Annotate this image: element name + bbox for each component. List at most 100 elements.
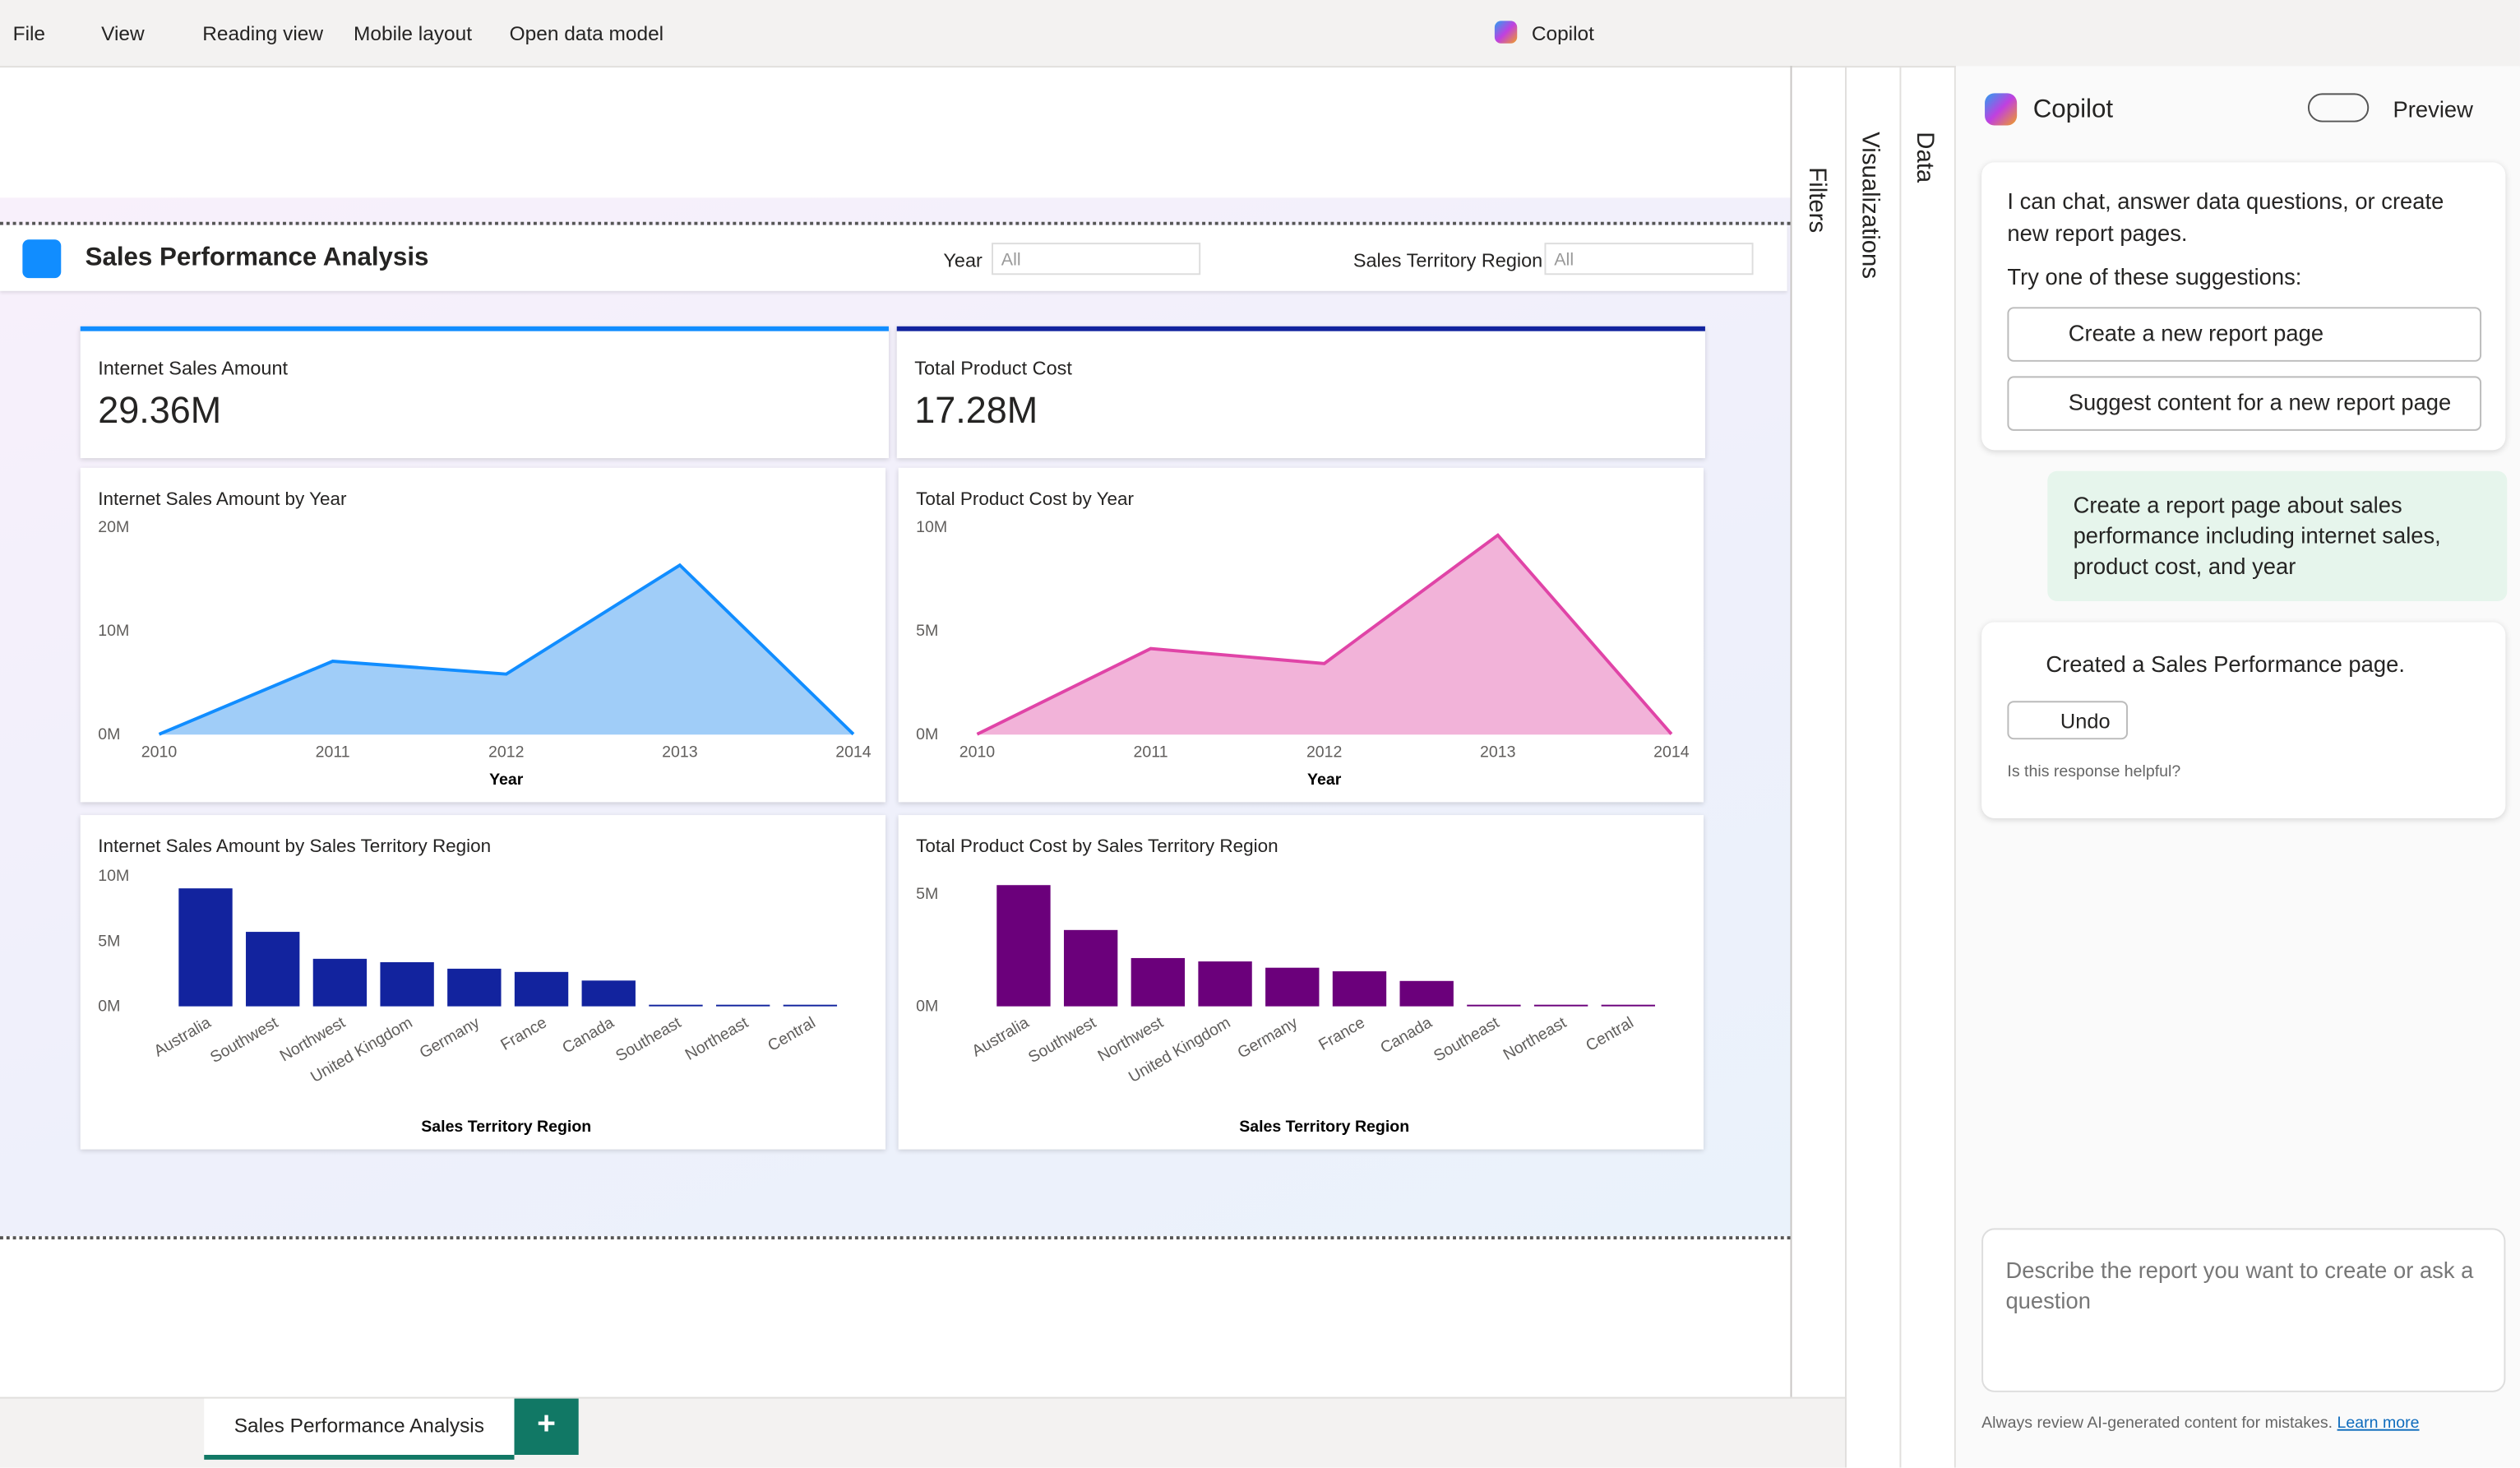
- filter-label: Year: [943, 248, 983, 272]
- y-tick-label: 10M: [98, 867, 129, 885]
- x-tick-label: 2014: [1653, 743, 1690, 762]
- x-tick-label: Germany: [417, 1013, 483, 1062]
- bar: [1533, 1004, 1588, 1007]
- suggestion-button[interactable]: Suggest content for a new report page: [2007, 376, 2482, 431]
- y-tick-label: 10M: [98, 622, 129, 640]
- menu-reading[interactable]: Reading view: [202, 22, 323, 45]
- learn-more-link[interactable]: Learn more: [2337, 1415, 2420, 1433]
- bar: [649, 1004, 703, 1007]
- bar: [1131, 957, 1186, 1007]
- undo-button[interactable]: Undo: [2007, 701, 2129, 740]
- x-tick-label: 2014: [835, 743, 872, 762]
- bar: [312, 958, 368, 1007]
- copilot-button[interactable]: Copilot: [1531, 22, 1594, 45]
- bar: [715, 1004, 770, 1007]
- y-tick-label: 0M: [98, 998, 120, 1016]
- x-tick-label: 2012: [1306, 743, 1342, 762]
- x-tick-label: Germany: [1235, 1013, 1302, 1062]
- x-tick-label: Southwest: [1025, 1013, 1099, 1067]
- x-tick-label: Southeast: [613, 1013, 685, 1065]
- page-tab[interactable]: Sales Performance Analysis: [204, 1398, 515, 1460]
- chat-input[interactable]: Describe the report you want to create o…: [1981, 1228, 2506, 1392]
- menu-file[interactable]: File: [12, 22, 46, 45]
- x-axis-title: Year: [489, 771, 524, 789]
- y-tick-label: 20M: [98, 518, 129, 536]
- x-tick-label: 2010: [959, 743, 996, 762]
- x-tick-label: 2011: [1134, 743, 1168, 762]
- x-tick-label: Canada: [1377, 1013, 1435, 1057]
- x-tick-label: 2010: [141, 743, 178, 762]
- x-tick-label: France: [1315, 1013, 1368, 1054]
- x-tick-label: 2011: [316, 743, 350, 762]
- add-page-button[interactable]: +: [514, 1398, 579, 1456]
- suggestion-heading: Try one of these suggestions:: [2007, 263, 2302, 289]
- area-line: [976, 533, 1673, 736]
- area-fill: [159, 565, 853, 735]
- y-tick-label: 5M: [916, 885, 938, 903]
- x-tick-label: 2013: [1480, 743, 1515, 762]
- bar: [581, 980, 636, 1007]
- divider: [1844, 66, 1847, 1468]
- x-tick-label: 2012: [488, 743, 524, 762]
- x-tick-label: Australia: [151, 1013, 215, 1060]
- filter-dropdown[interactable]: All: [1544, 243, 1754, 276]
- preview-toggle[interactable]: [2307, 93, 2370, 123]
- x-tick-label: Central: [765, 1013, 819, 1055]
- x-tick-label: France: [497, 1013, 550, 1054]
- bar: [1399, 980, 1454, 1007]
- copilot-logo: [1985, 93, 2018, 126]
- menu-view[interactable]: View: [101, 22, 145, 45]
- chart-title: Internet Sales Amount by Year: [98, 489, 347, 509]
- bar: [1265, 967, 1320, 1007]
- menu-mobile[interactable]: Mobile layout: [354, 22, 473, 45]
- divider: [1954, 66, 1956, 1468]
- bar: [783, 1004, 838, 1007]
- y-tick-label: 0M: [98, 725, 120, 743]
- disclaimer: Always review AI-generated content for m…: [1981, 1415, 2419, 1433]
- assistant-response: Created a Sales Performance page. Undo I…: [1981, 622, 2506, 818]
- feedback-prompt: Is this response helpful?: [2007, 763, 2181, 781]
- x-tick-label: Southwest: [207, 1013, 281, 1067]
- y-tick-label: 0M: [916, 998, 938, 1016]
- intro-text: I can chat, answer data questions, or cr…: [2007, 188, 2444, 247]
- kpi-card: Total Product Cost 17.28M: [896, 326, 1705, 459]
- x-tick-label: Australia: [969, 1013, 1032, 1060]
- x-axis-title: Year: [1307, 771, 1342, 789]
- filter-dropdown[interactable]: All: [992, 243, 1201, 276]
- x-tick-label: Northeast: [682, 1013, 752, 1064]
- x-axis-title: Sales Territory Region: [421, 1118, 591, 1136]
- canvas-border: [0, 221, 1791, 225]
- toolbar: [0, 0, 2520, 68]
- copilot-icon: [1494, 21, 1518, 44]
- canvas-border: [0, 1236, 1791, 1240]
- bar: [380, 961, 434, 1007]
- y-tick-label: 0M: [916, 725, 938, 743]
- preview-label: Preview: [2393, 96, 2473, 123]
- visualizations-pane[interactable]: Visualizations: [1856, 132, 1884, 280]
- bar: [514, 971, 569, 1007]
- response-text: Created a Sales Performance page.: [2046, 651, 2405, 677]
- y-tick-label: 10M: [916, 518, 947, 536]
- user-message: Create a report page about sales perform…: [2047, 470, 2508, 602]
- kpi-card: Internet Sales Amount 29.36M: [80, 326, 889, 459]
- assistant-message: I can chat, answer data questions, or cr…: [1981, 162, 2506, 451]
- report-icon: [22, 239, 62, 279]
- bar: [447, 968, 502, 1007]
- filters-pane[interactable]: Filters: [1803, 167, 1831, 234]
- bar: [1198, 961, 1252, 1007]
- menu-model[interactable]: Open data model: [509, 22, 664, 45]
- chart: Internet Sales Amount by Sales Territory…: [80, 815, 886, 1150]
- bar: [1467, 1004, 1521, 1007]
- kpi-label: Internet Sales Amount: [98, 356, 289, 380]
- bar: [246, 932, 300, 1007]
- area-fill: [977, 535, 1672, 735]
- area-line: [158, 563, 855, 736]
- chart: Internet Sales Amount by Year Year 0M 10M 20…: [80, 467, 886, 803]
- data-pane[interactable]: Data: [1911, 132, 1939, 183]
- chart-title: Total Product Cost by Year: [916, 489, 1134, 509]
- suggestion-button[interactable]: Create a new report page: [2007, 307, 2482, 362]
- bar: [996, 885, 1051, 1007]
- x-axis-title: Sales Territory Region: [1239, 1118, 1409, 1136]
- x-tick-label: Central: [1583, 1013, 1637, 1055]
